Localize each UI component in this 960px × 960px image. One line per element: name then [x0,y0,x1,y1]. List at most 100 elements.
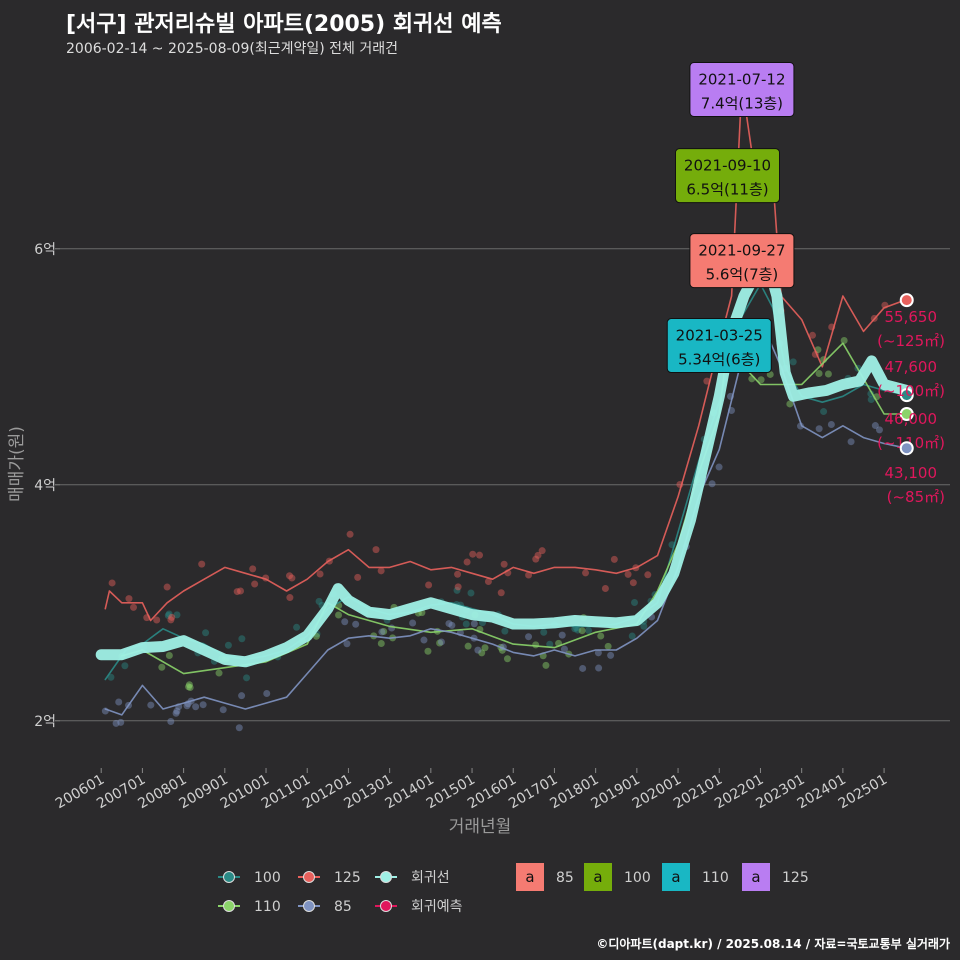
scatter-point-85 [409,619,417,627]
legend-swatch-dot [303,871,315,883]
scatter-point-125 [601,585,609,593]
scatter-point-110 [481,644,489,652]
scatter-point-85 [827,420,835,428]
scatter-point-85 [560,645,568,653]
scatter-point-85 [595,664,603,672]
scatter-point-110 [478,649,486,657]
scatter-point-85 [167,717,175,725]
annotation-date: 2021-09-27 [698,242,785,260]
scatter-point-100 [467,589,475,597]
legend-box-glyph: a [751,868,760,886]
scatter-point-110 [464,642,472,650]
scatter-point-110 [840,336,848,344]
scatter-point-110 [604,642,612,650]
scatter-point-85 [607,651,615,659]
scatter-point-85 [420,636,428,644]
scatter-point-125 [125,595,133,603]
legend-item: 85 [298,899,352,915]
legend-label: 100 [254,870,281,886]
forecast-value: 47,600 [885,358,938,376]
scatter-point-85 [112,719,120,727]
scatter-point-85 [352,620,360,628]
forecast-point [899,407,914,421]
scatter-point-85 [343,640,351,648]
scatter-point-125 [534,551,542,559]
scatter-point-100 [540,628,548,636]
scatter-point-125 [377,567,385,575]
scatter-point-100 [238,635,246,643]
legend-label: 100 [624,870,651,886]
scatter-point-110 [186,683,194,691]
y-tick-label: 4억 [34,478,56,494]
chart-subtitle: 2006-02-14 ~ 2025-08-09(최근계약일) 전체 거래건 [66,41,398,57]
legend-item: 110 [218,899,281,915]
legend-label: 85 [334,899,352,915]
legend-swatch-dot [223,871,235,883]
scatter-point-100 [293,623,301,631]
scatter-point-85 [708,480,716,488]
scatter-point-110 [786,400,794,408]
legend-item: 회귀선 [375,870,450,886]
legend-swatch-dot [380,900,392,912]
scatter-point-85 [871,422,879,430]
legend-item: a 125 [742,863,809,891]
scatter-point-125 [644,571,652,579]
scatter-point-100 [107,673,115,681]
scatter-point-125 [153,616,161,624]
legend-box-glyph: a [671,868,680,886]
scatter-point-110 [185,681,193,689]
scatter-point-125 [454,570,462,578]
scatter-point-110 [597,632,605,640]
scatter-point-110 [158,663,166,671]
annotation-box [689,233,795,289]
legend-swatch-dot [223,900,235,912]
scatter-point-110 [165,651,173,659]
scatter-point-100 [243,674,251,682]
scatter-point-100 [789,358,797,366]
chart-title: [서구] 관저리슈빌 아파트(2005) 회귀선 예측 [66,12,502,37]
scatter-point-85 [378,628,386,636]
scatter-point-125 [168,613,176,621]
legend-box-glyph: a [525,868,534,886]
scatter-point-125 [582,569,590,577]
scatter-point-125 [463,558,471,566]
scatter-point-85 [173,707,181,715]
scatter-point-85 [115,698,123,706]
y-axis-title: 매매가(원) [7,426,27,502]
scatter-point-125 [237,587,245,595]
legend-label: 85 [556,870,574,886]
scatter-point-100 [202,629,210,637]
scatter-point-85 [875,426,883,434]
scatter-point-100 [173,611,181,619]
scatter-point-125 [500,560,508,568]
annotation-price: 5.6억(7층) [706,266,779,284]
y-tick-label: 2억 [34,714,56,730]
scatter-point-85 [797,422,805,430]
scatter-point-100 [631,598,639,606]
legend-item: 회귀예측 [375,899,463,915]
scatter-point-100 [164,612,172,620]
legend-item: 125 [298,870,361,886]
scatter-point-125 [469,550,477,558]
scatter-point-125 [286,594,294,602]
forecast-value: 43,100 [885,464,938,482]
scatter-point-100 [585,626,593,634]
scatter-point-85 [579,664,587,672]
scatter-point-125 [476,551,484,559]
scatter-point-125 [454,583,462,591]
scatter-point-125 [286,572,294,580]
scatter-point-85 [525,633,533,641]
legend-swatch-box [662,863,690,891]
legend-swatch-dot [303,900,315,912]
forecast-value: 55,650 [885,308,938,326]
scatter-point-85 [147,701,155,709]
scatter-point-85 [235,724,243,732]
scatter-point-85 [238,692,246,700]
scatter-point-125 [525,571,533,579]
scatter-point-85 [558,631,566,639]
legend-item: a 85 [516,863,574,891]
scatter-point-110 [757,376,765,384]
scatter-point-85 [815,425,823,433]
scatter-point-125 [316,570,324,578]
annotation-box [666,318,772,374]
